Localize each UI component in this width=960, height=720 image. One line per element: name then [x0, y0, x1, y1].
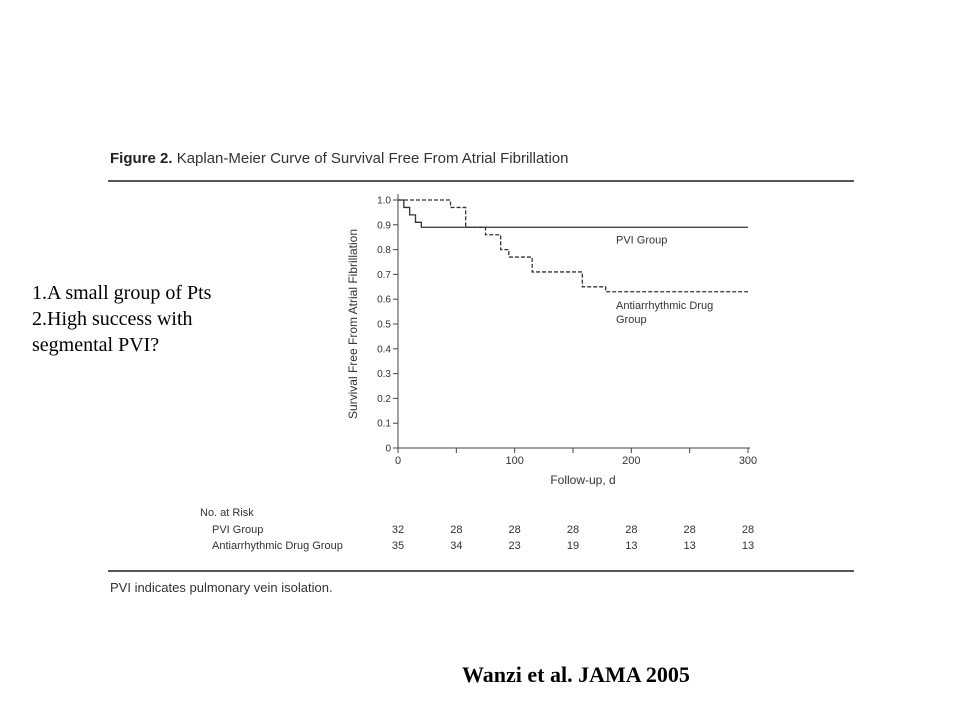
risk-value: 19 [567, 540, 579, 552]
series-line-1 [398, 199, 748, 228]
y-tick-label: 0.2 [377, 394, 391, 405]
y-axis-label: Survival Free From Atrial Fibrillation [346, 229, 360, 419]
note-line-2: 2.High success with [32, 308, 193, 330]
risk-row-label: PVI Group [212, 524, 263, 536]
risk-table-title: No. at Risk [200, 507, 254, 519]
risk-value: 28 [684, 524, 696, 536]
risk-value: 13 [742, 540, 754, 552]
risk-value: 23 [509, 540, 521, 552]
risk-value: 34 [450, 540, 462, 552]
x-tick-label: 300 [739, 455, 757, 467]
citation: Wanzi et al. JAMA 2005 [462, 662, 690, 687]
annotation-notes: 1.A small group of Pts 2.High success wi… [32, 280, 211, 358]
risk-value: 35 [392, 540, 404, 552]
y-tick-label: 0.1 [377, 419, 391, 430]
series-line-2 [398, 199, 748, 293]
series-label-1: PVI Group [616, 234, 667, 246]
figure-title-text: Kaplan-Meier Curve of Survival Free From… [176, 150, 569, 167]
x-tick-label: 0 [395, 455, 401, 467]
y-tick-label: 0.9 [377, 220, 391, 231]
y-tick-label: 0 [385, 444, 391, 455]
risk-value: 28 [567, 524, 579, 536]
risk-value: 28 [450, 524, 462, 536]
x-tick-label: 200 [622, 455, 640, 467]
note-line-3: segmental PVI? [32, 334, 160, 356]
note-line-1: 1.A small group of Pts [32, 282, 212, 304]
risk-value: 13 [684, 540, 696, 552]
risk-value: 28 [742, 524, 754, 536]
x-tick-label: 100 [505, 455, 523, 467]
figure-footnote: PVI indicates pulmonary vein isolation. [110, 580, 333, 595]
x-axis-label: Follow-up, d [550, 473, 615, 487]
risk-row-label: Antiarrhythmic Drug Group [212, 540, 343, 552]
figure-label: Figure 2. [110, 150, 173, 167]
risk-value: 28 [509, 524, 521, 536]
series-label-2: Group [616, 314, 647, 326]
y-tick-label: 0.7 [377, 270, 391, 281]
y-tick-label: 0.4 [377, 344, 391, 355]
y-tick-label: 0.3 [377, 369, 391, 380]
y-tick-label: 0.6 [377, 295, 391, 306]
figure-title: Figure 2. Kaplan-Meier Curve of Survival… [110, 150, 568, 167]
top-rule [108, 180, 854, 182]
bottom-rule [108, 570, 854, 572]
y-tick-label: 0.5 [377, 320, 391, 331]
y-tick-label: 1.0 [377, 196, 391, 207]
series-label-2: Antiarrhythmic Drug [616, 300, 713, 312]
risk-value: 28 [625, 524, 637, 536]
risk-value: 13 [625, 540, 637, 552]
risk-value: 32 [392, 524, 404, 536]
y-tick-label: 0.8 [377, 245, 391, 256]
